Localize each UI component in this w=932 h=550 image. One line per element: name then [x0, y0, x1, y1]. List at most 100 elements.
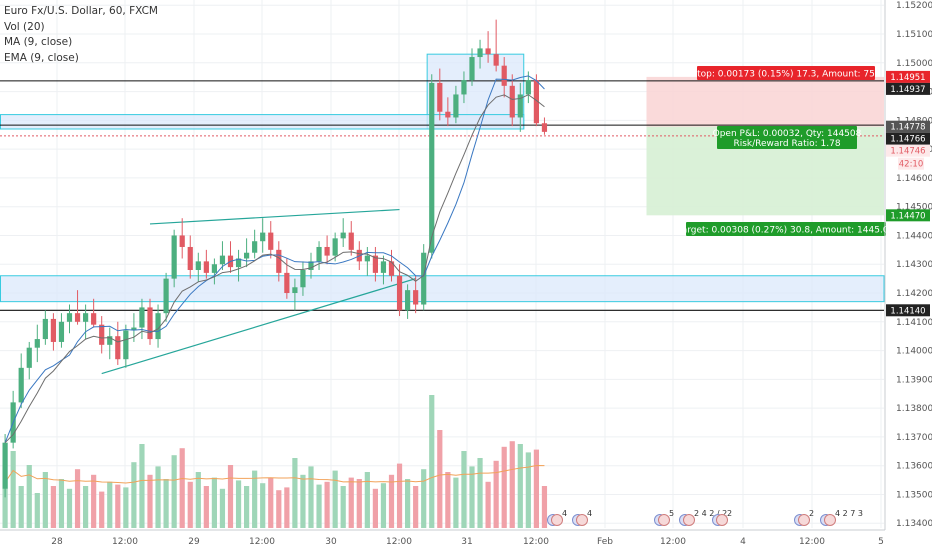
stop-loss-area[interactable]: [646, 76, 885, 127]
candle[interactable]: [485, 31, 491, 63]
candle[interactable]: [469, 48, 475, 86]
candle[interactable]: [155, 304, 161, 348]
candle[interactable]: [252, 229, 258, 259]
candle[interactable]: [195, 252, 201, 282]
candle[interactable]: [123, 324, 129, 368]
candle[interactable]: [235, 249, 242, 282]
candle[interactable]: [308, 252, 314, 279]
candle[interactable]: [179, 218, 185, 259]
economic-event-marker[interactable]: 2: [794, 509, 815, 526]
time-axis-tick: 12:00: [386, 537, 412, 547]
candle[interactable]: [211, 258, 217, 285]
candle[interactable]: [437, 68, 443, 121]
candle[interactable]: [501, 57, 507, 98]
volume-bar: [74, 469, 81, 528]
candle[interactable]: [517, 82, 523, 132]
current-price-tag-text: 1.14746: [890, 147, 925, 157]
trendline[interactable]: [101, 278, 416, 375]
ema-indicator-label[interactable]: EMA (9, close): [4, 51, 79, 64]
candle[interactable]: [429, 74, 435, 259]
economic-event-marker[interactable]: 4: [572, 509, 593, 526]
target-price-tag[interactable]: [886, 209, 930, 222]
candle[interactable]: [324, 235, 330, 265]
candle[interactable]: [405, 284, 411, 319]
entry-price-tag-text: 1.14778: [890, 123, 925, 133]
entry-line-price-tag[interactable]: [886, 132, 930, 145]
candle[interactable]: [396, 264, 403, 317]
candle[interactable]: [541, 117, 548, 135]
candle[interactable]: [227, 241, 234, 273]
candle[interactable]: [74, 290, 81, 325]
candle[interactable]: [445, 97, 451, 127]
candle[interactable]: [292, 278, 298, 311]
candle[interactable]: [58, 313, 65, 348]
current-price-tag[interactable]: [886, 144, 930, 157]
price-axis-tick: 1.13800: [896, 404, 932, 414]
economic-event-marker[interactable]: 5: [654, 509, 675, 526]
candle[interactable]: [276, 241, 282, 282]
ma-indicator-label[interactable]: MA (9, close): [4, 36, 73, 48]
candle[interactable]: [187, 235, 193, 279]
candle[interactable]: [461, 71, 467, 104]
candle[interactable]: [163, 272, 169, 322]
candle[interactable]: [364, 246, 370, 276]
volume-indicator-label[interactable]: Vol (20): [4, 20, 45, 33]
candle[interactable]: [340, 218, 346, 247]
candle[interactable]: [260, 218, 266, 253]
candle[interactable]: [171, 229, 177, 288]
pnl-label[interactable]: [717, 126, 857, 149]
candle[interactable]: [493, 19, 499, 72]
upper-line-price-tag[interactable]: [886, 82, 930, 95]
candle[interactable]: [453, 85, 459, 124]
candle-body: [316, 246, 322, 262]
candle[interactable]: [91, 298, 97, 328]
candle[interactable]: [380, 255, 387, 285]
stop-label[interactable]: [697, 66, 875, 80]
candle[interactable]: [300, 261, 306, 296]
symbol-title[interactable]: Euro Fx/U.S. Dollar, 60, FXCM: [4, 5, 158, 17]
candle[interactable]: [139, 298, 145, 340]
economic-event-marker[interactable]: 2: [712, 509, 733, 526]
volume-bar: [235, 480, 242, 528]
economic-event-marker[interactable]: 4: [547, 509, 568, 526]
candle[interactable]: [50, 313, 56, 351]
trendline[interactable]: [149, 208, 400, 225]
candle[interactable]: [26, 341, 32, 380]
candle[interactable]: [18, 353, 24, 409]
candle-body: [235, 258, 242, 268]
candle[interactable]: [421, 244, 427, 311]
volume-bar: [107, 481, 113, 528]
support-price-tag[interactable]: [886, 304, 930, 317]
candle[interactable]: [147, 298, 153, 345]
target-label[interactable]: [686, 222, 886, 236]
entry-price-tag[interactable]: [886, 120, 930, 133]
candle[interactable]: [2, 434, 8, 498]
candle[interactable]: [477, 39, 483, 69]
candle[interactable]: [203, 249, 209, 279]
candle[interactable]: [388, 249, 395, 282]
candle[interactable]: [348, 221, 354, 256]
candle[interactable]: [42, 310, 48, 345]
volume-bar: [388, 474, 395, 528]
volume-bar: [517, 444, 523, 528]
candle[interactable]: [525, 71, 531, 104]
candle[interactable]: [99, 316, 105, 354]
candle[interactable]: [316, 241, 322, 270]
candle[interactable]: [219, 241, 226, 270]
candle[interactable]: [413, 275, 419, 314]
candle[interactable]: [66, 304, 73, 334]
candle[interactable]: [107, 327, 113, 360]
stop-price-tag[interactable]: [886, 70, 930, 83]
candle[interactable]: [10, 390, 16, 449]
support-zone[interactable]: [0, 275, 885, 303]
candle[interactable]: [244, 238, 250, 268]
candle[interactable]: [115, 321, 121, 365]
candle[interactable]: [268, 221, 274, 259]
candle[interactable]: [509, 74, 515, 127]
candle[interactable]: [83, 304, 89, 340]
candle[interactable]: [34, 324, 40, 363]
candle[interactable]: [332, 232, 338, 262]
economic-event-marker[interactable]: 2 4 2 / 2: [679, 509, 728, 526]
economic-event-marker[interactable]: 4 2 7 3: [820, 509, 864, 526]
